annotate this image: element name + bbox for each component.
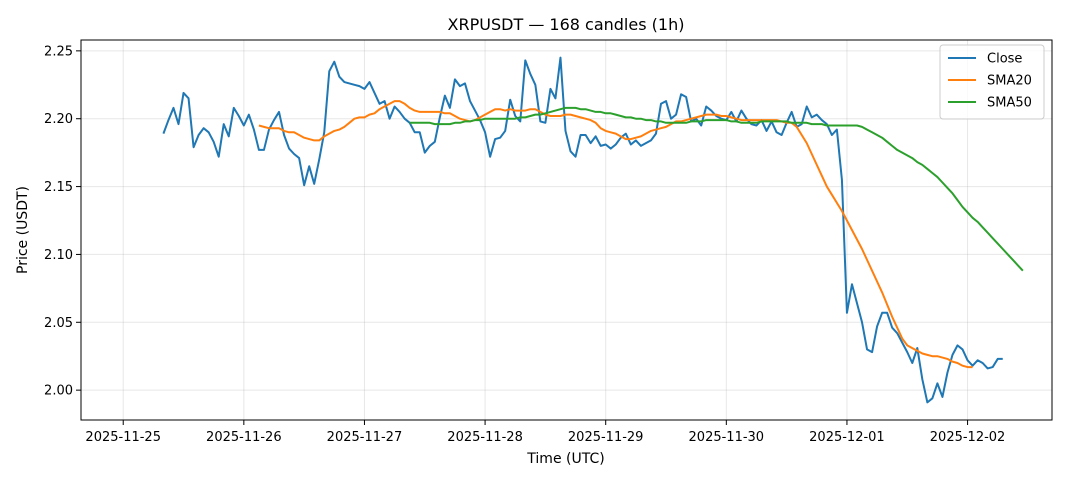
x-tick-label: 2025-11-27	[327, 430, 403, 445]
y-tick-label: 2.15	[44, 180, 73, 195]
x-tick-label: 2025-12-01	[809, 430, 885, 445]
chart-title: XRPUSDT — 168 candles (1h)	[448, 15, 685, 34]
y-tick-label: 2.00	[44, 384, 73, 399]
legend-label-sma20: SMA20	[987, 74, 1032, 89]
series-line-close	[162, 56, 1003, 404]
y-axis-label: Price (USDT)	[15, 186, 31, 274]
legend-label-sma50: SMA50	[987, 96, 1032, 111]
y-tick-label: 2.25	[44, 44, 73, 59]
legend: Close SMA20 SMA50	[939, 44, 1045, 120]
x-axis-label: Time (UTC)	[526, 451, 604, 467]
y-tick-label: 2.10	[44, 248, 73, 263]
series-line-sma50	[409, 106, 1024, 272]
x-tick-label: 2025-12-02	[930, 430, 1006, 445]
x-tick-label: 2025-11-26	[206, 430, 282, 445]
x-tick-label: 2025-11-25	[85, 430, 161, 445]
series-lines	[162, 56, 1024, 404]
y-tick-label: 2.05	[44, 316, 73, 331]
x-tick-label: 2025-11-30	[689, 430, 765, 445]
legend-label-close: Close	[987, 52, 1022, 67]
x-tick-label: 2025-11-28	[447, 430, 523, 445]
x-axis-ticks: 2025-11-25 2025-11-26 2025-11-27 2025-11-28…	[85, 420, 1005, 445]
legend-box	[939, 44, 1045, 120]
series-line-sma20	[258, 100, 973, 369]
y-tick-label: 2.20	[44, 112, 73, 127]
plot-frame	[80, 39, 1053, 421]
x-tick-label: 2025-11-29	[568, 430, 644, 445]
y-axis-ticks: 2.00 2.05 2.10 2.15 2.20 2.25	[44, 44, 81, 399]
